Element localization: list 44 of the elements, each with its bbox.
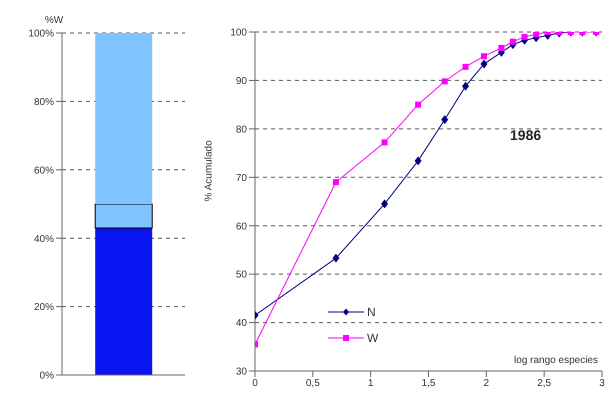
y-axis-title: %W bbox=[44, 15, 64, 26]
y-tick-label: 60% bbox=[34, 165, 54, 176]
point bbox=[462, 64, 469, 70]
point bbox=[498, 44, 504, 51]
y-tick-label: 40 bbox=[236, 318, 248, 330]
legend-label: W bbox=[367, 331, 379, 345]
point bbox=[415, 102, 422, 108]
y-tick-label: 80% bbox=[34, 96, 54, 108]
point bbox=[414, 156, 422, 166]
y-tick-label: 50 bbox=[236, 270, 248, 281]
y-tick-label: 30 bbox=[236, 366, 248, 378]
x-tick-label: 2,5 bbox=[537, 378, 552, 390]
point bbox=[462, 82, 470, 91]
legend-label: N bbox=[367, 305, 376, 319]
x-tick-label: 0,5 bbox=[306, 378, 320, 390]
bar bbox=[95, 228, 152, 375]
point bbox=[442, 78, 448, 84]
x-axis-title: log rango especies bbox=[514, 355, 598, 366]
y-tick-label: 90 bbox=[236, 76, 248, 87]
y-tick-label: 100% bbox=[28, 28, 54, 40]
x-tick-label: 3 bbox=[599, 378, 606, 390]
y-tick-label: 80 bbox=[236, 124, 248, 136]
point bbox=[332, 179, 339, 186]
y-tick-label: 20% bbox=[34, 302, 54, 314]
point bbox=[533, 32, 540, 38]
point bbox=[382, 139, 388, 146]
y-tick-label: 70 bbox=[236, 172, 248, 184]
y-tick-label: 0% bbox=[40, 370, 54, 382]
point bbox=[381, 199, 388, 208]
point bbox=[481, 53, 488, 60]
y-tick-label: 40% bbox=[34, 234, 54, 245]
annotation: 1986 bbox=[510, 127, 542, 143]
y-tick-label: 60 bbox=[236, 221, 248, 232]
point bbox=[510, 38, 516, 45]
x-tick-label: 2 bbox=[484, 378, 490, 390]
y-tick-label: 100 bbox=[230, 28, 248, 39]
point bbox=[332, 254, 340, 263]
x-tick-label: 1,5 bbox=[422, 378, 436, 390]
x-tick-label: 1 bbox=[368, 378, 374, 390]
x-tick-label: 0 bbox=[252, 378, 258, 390]
point bbox=[480, 59, 488, 68]
y-axis-title: % Acumulado bbox=[204, 140, 215, 202]
point bbox=[441, 115, 448, 124]
point bbox=[522, 34, 528, 40]
